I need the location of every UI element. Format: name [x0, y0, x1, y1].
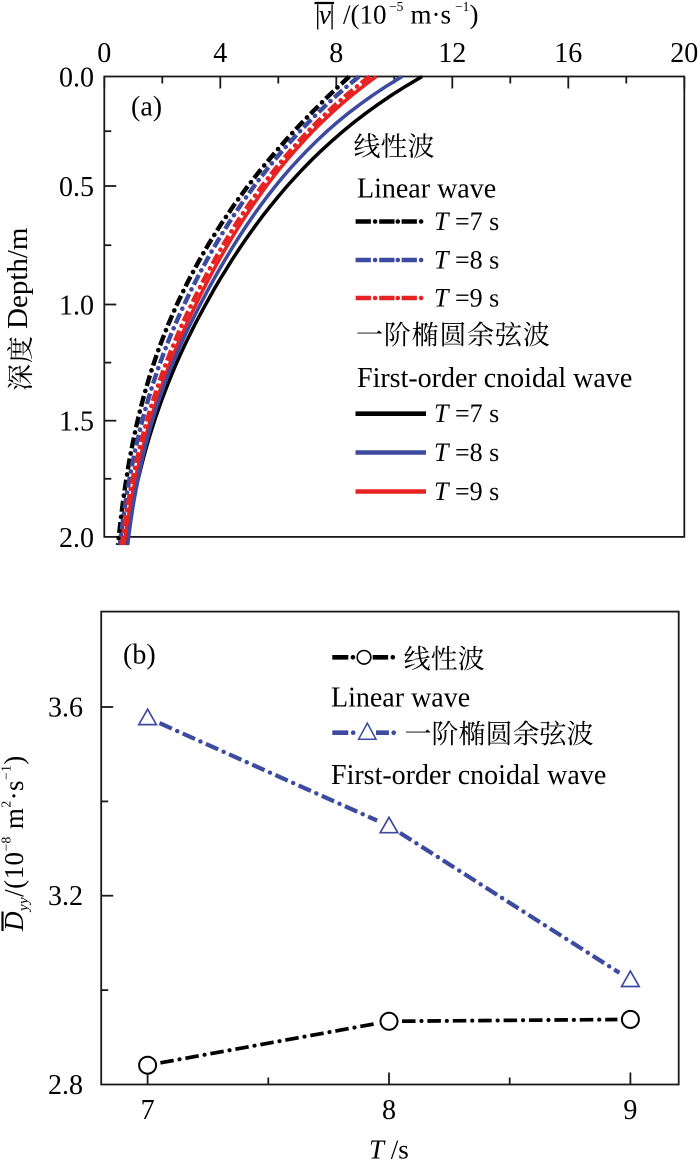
svg-text:T =7 s: T =7 s: [434, 399, 499, 428]
svg-text:m·s: m·s: [411, 0, 452, 30]
svg-text:3.2: 3.2: [48, 881, 83, 912]
svg-text:): ): [470, 0, 479, 30]
svg-text:16: 16: [554, 38, 582, 69]
svg-text:20: 20: [670, 38, 698, 69]
svg-text:12: 12: [438, 38, 466, 69]
svg-text:/(10: /(10: [343, 0, 387, 30]
svg-text:0.0: 0.0: [59, 63, 94, 94]
svg-text:8: 8: [382, 1095, 396, 1126]
svg-text:First-order cnoidal wave: First-order cnoidal wave: [331, 760, 606, 791]
svg-text:Depth/m: Depth/m: [2, 227, 34, 329]
svg-text:T =9 s: T =9 s: [434, 284, 499, 313]
svg-text:T /s: T /s: [369, 1135, 409, 1161]
svg-text:9: 9: [623, 1095, 637, 1126]
svg-text:First-order cnoidal wave: First-order cnoidal wave: [357, 363, 632, 394]
svg-text:Linear wave: Linear wave: [357, 174, 496, 205]
svg-text:3.6: 3.6: [48, 693, 83, 724]
svg-text:(a): (a): [131, 92, 162, 123]
svg-text:0: 0: [97, 38, 111, 69]
svg-text:(b): (b): [123, 640, 156, 671]
svg-text:−1: −1: [455, 0, 469, 14]
svg-text:T =8 s: T =8 s: [434, 438, 499, 467]
svg-text:T =7 s: T =7 s: [434, 207, 499, 236]
svg-text:1.0: 1.0: [59, 291, 94, 322]
svg-text:1.5: 1.5: [59, 407, 94, 438]
svg-text:T =8 s: T =8 s: [434, 246, 499, 275]
svg-text:2.8: 2.8: [48, 1070, 83, 1101]
svg-text:Linear wave: Linear wave: [331, 683, 470, 714]
svg-text:0.5: 0.5: [59, 172, 94, 203]
svg-text:T =9 s: T =9 s: [434, 477, 499, 506]
svg-text:Dyy/(10−8 m2·s−1): Dyy/(10−8 m2·s−1): [0, 755, 32, 932]
svg-text:2.0: 2.0: [59, 523, 94, 554]
svg-text:|v|: |v|: [315, 0, 335, 30]
svg-text:8: 8: [329, 38, 343, 69]
svg-text:4: 4: [213, 38, 227, 69]
svg-text:−5: −5: [389, 0, 404, 14]
svg-text:7: 7: [141, 1095, 155, 1126]
